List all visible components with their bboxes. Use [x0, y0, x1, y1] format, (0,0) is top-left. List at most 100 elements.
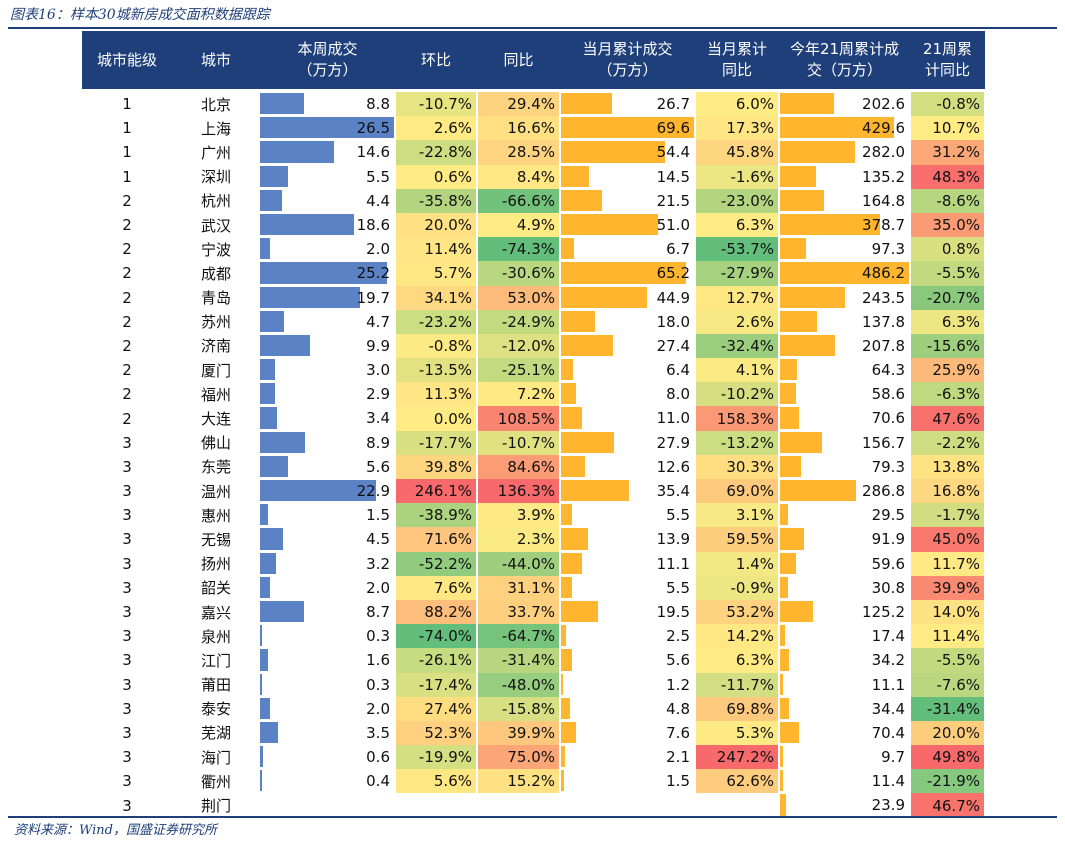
cell-yoy: 84.6% [477, 454, 561, 479]
cell-ytd: 59.6 [779, 551, 911, 576]
cell-city: 青岛 [200, 289, 231, 308]
cell-mtd-yoy: 59.5% [695, 527, 780, 552]
cell-wow: 71.6% [395, 527, 478, 552]
data-bar [780, 141, 855, 163]
cell-weekly: 2.9 [260, 382, 396, 407]
cell-mtd-yoy: -0.9% [695, 575, 780, 600]
cell-tier: 1 [122, 119, 132, 138]
cell-mtd-yoy: -10.2% [695, 382, 780, 407]
table-row: 3 佛山 8.9 -17.7% -10.7% 27.9 -13.2% 156.7 -2.2% [82, 430, 986, 455]
cell-ytd: 30.8 [779, 575, 911, 600]
bar-value: 5.6 [366, 457, 390, 476]
cell-weekly: 26.5 [260, 116, 396, 141]
cell-wow: 2.6% [395, 116, 478, 141]
cell-city: 武汉 [200, 216, 231, 235]
bar-value: 51.0 [656, 215, 690, 234]
cell-weekly: 4.5 [260, 527, 396, 552]
data-bar [260, 552, 277, 574]
cell-mtd-yoy: 247.2% [695, 745, 780, 770]
table-row: 2 宁波 2.0 11.4% -74.3% 6.7 -53.7% 97.3 0.8% [82, 237, 986, 262]
data-bar [260, 359, 276, 381]
cell-tier: 1 [82, 89, 172, 117]
data-bar [780, 383, 796, 405]
table-row: 3 嘉兴 8.7 88.2% 33.7% 19.5 53.2% 125.2 14.0% [82, 599, 986, 625]
cell-mtd-yoy: 6.3% [695, 648, 780, 673]
bar-value: 54.4 [656, 143, 690, 162]
cell-ytd-yoy: -0.8% [910, 89, 986, 117]
cell-city: 荆门 [200, 797, 231, 816]
cell-wow: -26.1% [395, 648, 478, 673]
data-bar [561, 504, 572, 526]
cell-yoy: 108.5% [477, 406, 561, 431]
data-bar [780, 600, 814, 623]
data-bar [780, 359, 798, 381]
cell-mtd: 44.9 [560, 285, 696, 310]
cell-yoy: -25.1% [477, 358, 561, 383]
cell-wow: -22.8% [395, 140, 478, 165]
data-bar [780, 794, 787, 816]
cell-tier: 2 [122, 264, 132, 283]
cell-yoy: -31.4% [477, 648, 561, 673]
data-bar [780, 165, 816, 187]
table-row: 1 上海 26.5 2.6% 16.6% 69.6 17.3% 429.6 10.7% [82, 116, 986, 141]
cell-weekly: 0.6 [260, 745, 396, 770]
cell-city: 厦门 [200, 361, 231, 380]
cell-wow: -52.2% [395, 551, 478, 576]
data-bar [561, 721, 576, 744]
cell-city: 泰安 [200, 700, 231, 719]
cell-mtd-yoy [695, 793, 780, 818]
col-header-ytd: 今年21周累计成 交（万方） [779, 31, 910, 91]
cell-ytd-yoy: -8.6% [910, 188, 986, 213]
cell-weekly: 2.0 [260, 575, 396, 600]
cell-wow: 20.0% [395, 212, 478, 238]
col-header-city: 城市 [172, 31, 260, 91]
bar-value: 137.8 [862, 312, 905, 331]
bar-value: 8.9 [366, 433, 390, 452]
bar-value: 5.5 [366, 167, 390, 186]
cell-wow: 11.4% [395, 237, 478, 262]
cell-tier: 3 [122, 699, 132, 718]
cell-weekly: 5.5 [260, 164, 396, 189]
cell-mtd: 18.0 [560, 309, 696, 334]
data-bar [260, 238, 271, 260]
cell-city: 宁波 [200, 240, 231, 259]
cell-yoy: 4.9% [477, 212, 561, 238]
data-bar [780, 552, 796, 574]
col-header-wow: 环比 [395, 31, 477, 91]
cell-wow: -0.8% [395, 333, 478, 359]
cell-ytd: 29.5 [779, 503, 911, 528]
data-bar [260, 407, 278, 429]
cell-wow: -10.7% [395, 89, 478, 117]
data-bar [780, 431, 822, 453]
bar-value: 11.0 [656, 409, 690, 428]
cell-ytd-yoy: 11.7% [910, 551, 986, 576]
table-row: 1 北京 8.8 -10.7% 29.4% 26.7 6.0% 202.6 -0.8% [82, 89, 986, 117]
cell-weekly: 2.0 [260, 696, 396, 721]
cell-weekly: 18.6 [260, 212, 396, 238]
data-bar [260, 310, 284, 332]
bar-value: 70.6 [871, 409, 905, 428]
bar-value: 3.0 [366, 361, 390, 380]
cell-mtd: 65.2 [560, 261, 696, 286]
col-header-mtd: 当月累计成交 （万方） [560, 31, 695, 91]
cell-city: 温州 [200, 482, 231, 501]
data-bar [780, 262, 908, 284]
cell-ytd-yoy: -20.7% [910, 285, 986, 310]
cell-mtd: 1.5 [560, 769, 696, 794]
cell-city: 深圳 [200, 168, 231, 187]
cell-yoy: 33.7% [477, 599, 561, 625]
cell-ytd-yoy: -21.9% [910, 769, 986, 794]
bar-value: 26.5 [356, 119, 390, 138]
table-row: 3 扬州 3.2 -52.2% -44.0% 11.1 1.4% 59.6 11.7% [82, 551, 986, 576]
table-row: 3 泰安 2.0 27.4% -15.8% 4.8 69.8% 34.4 -31.4% [82, 696, 986, 721]
bar-value: 18.6 [356, 215, 390, 234]
data-bar [561, 165, 589, 187]
cell-mtd: 12.6 [560, 454, 696, 479]
cell-weekly: 3.2 [260, 551, 396, 576]
data-bar [561, 600, 599, 623]
cell-weekly: 1.6 [260, 648, 396, 673]
bar-value: 14.5 [656, 167, 690, 186]
cell-tier: 2 [122, 312, 132, 331]
bar-value: 135.2 [862, 167, 905, 186]
cell-city: 北京 [172, 89, 260, 117]
